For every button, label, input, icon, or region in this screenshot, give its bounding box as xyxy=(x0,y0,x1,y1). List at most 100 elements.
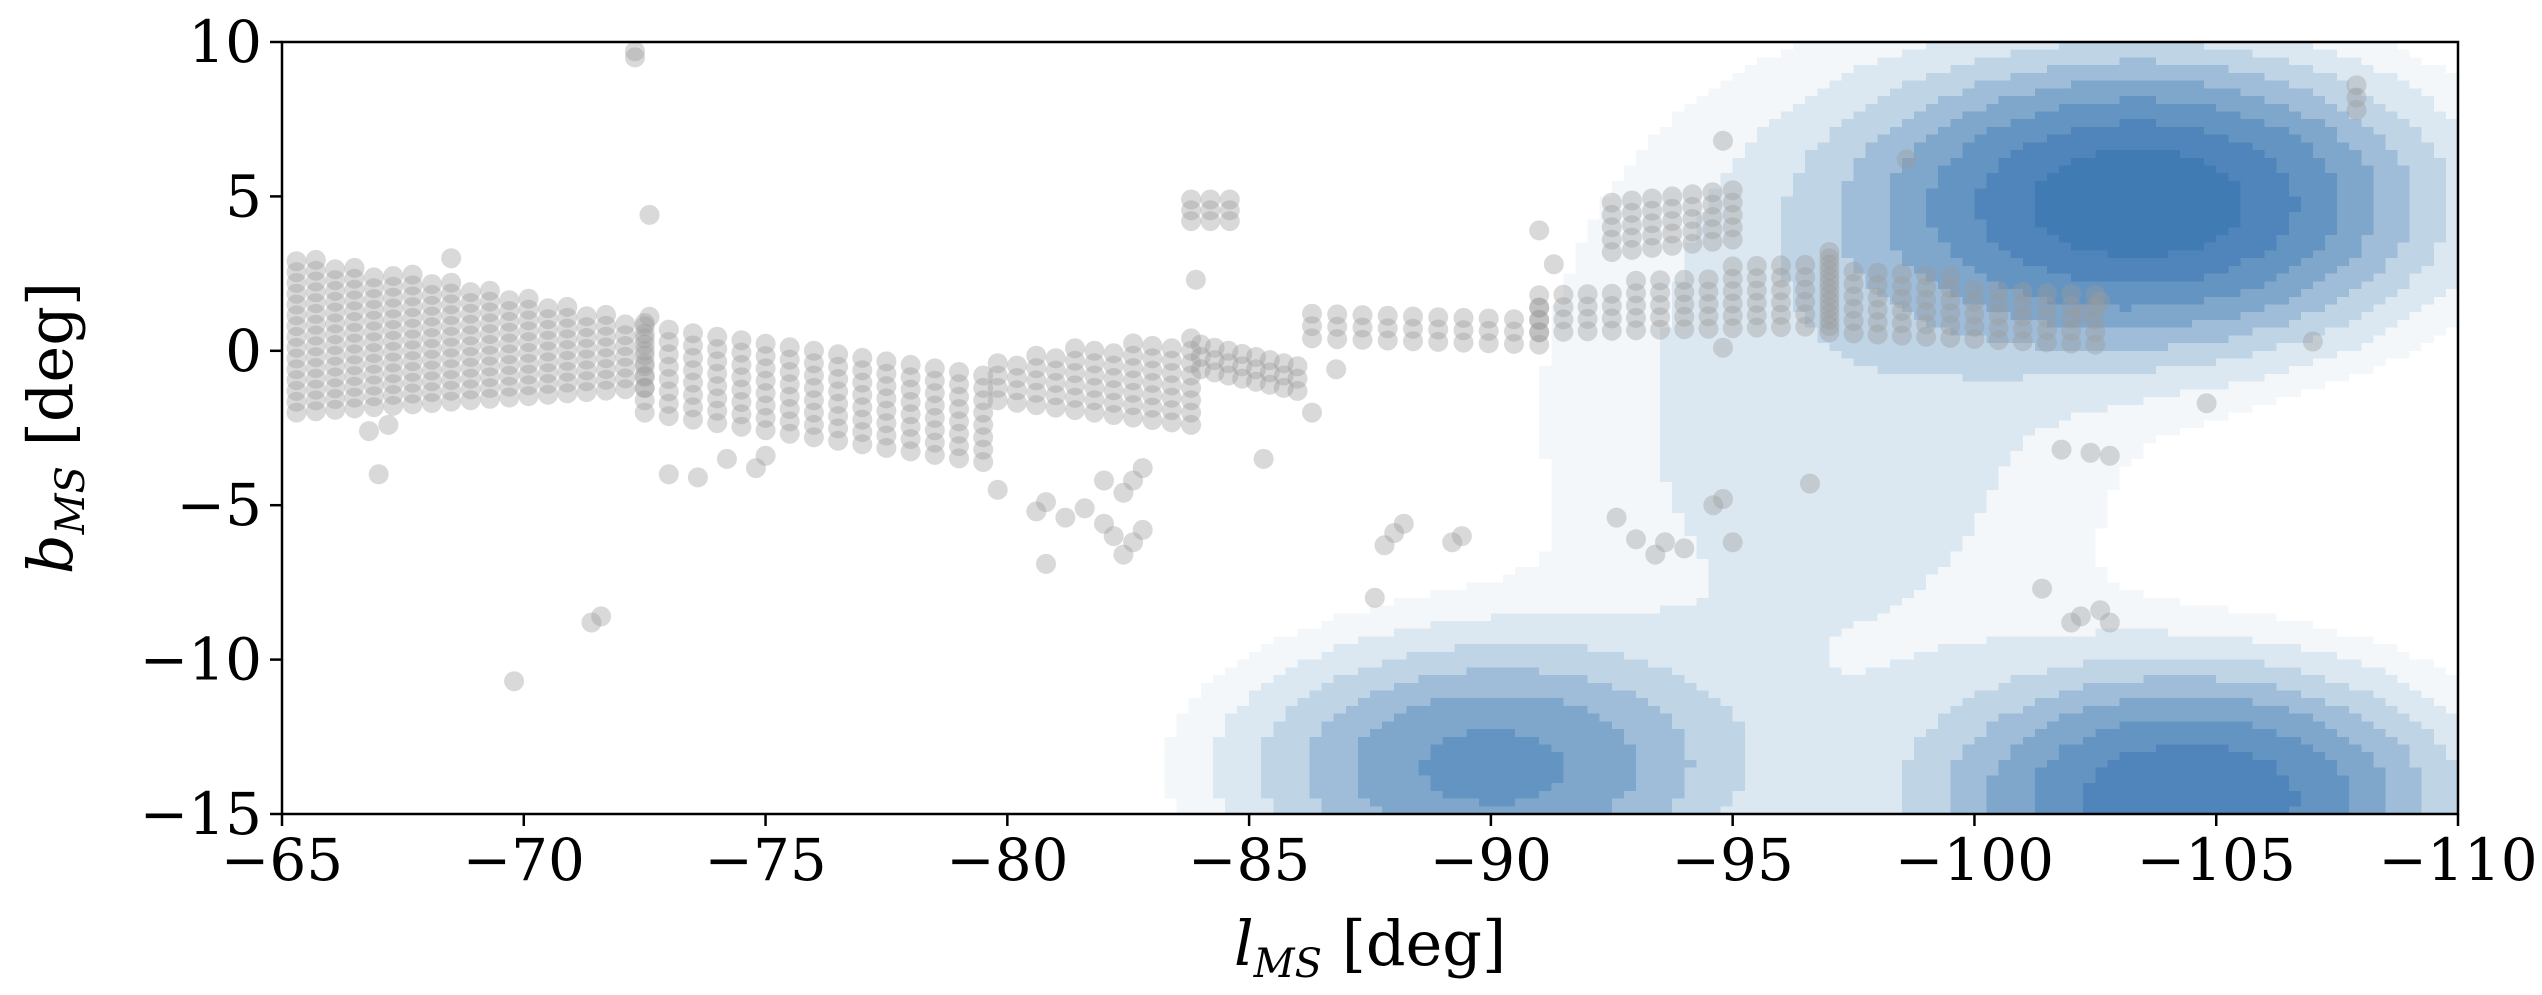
data-point xyxy=(707,363,728,384)
data-point xyxy=(1529,285,1550,306)
data-point xyxy=(1674,538,1695,559)
data-point xyxy=(1113,482,1134,503)
data-point xyxy=(1698,269,1719,290)
data-point xyxy=(2012,294,2033,315)
data-point xyxy=(779,386,800,407)
data-point xyxy=(1352,317,1373,338)
data-point xyxy=(557,383,578,404)
data-point xyxy=(828,418,849,439)
data-point xyxy=(460,368,481,389)
data-point xyxy=(1843,311,1864,331)
data-point xyxy=(1403,306,1423,327)
data-point xyxy=(1287,380,1308,401)
x-tick-label: −100 xyxy=(1895,826,2054,894)
data-point xyxy=(2037,295,2057,316)
data-point xyxy=(518,375,539,396)
data-point xyxy=(1819,297,1840,318)
data-point xyxy=(1682,196,1703,217)
data-point xyxy=(1940,266,1961,287)
data-point xyxy=(576,349,597,370)
data-point xyxy=(924,370,945,391)
data-point xyxy=(828,369,849,389)
data-point xyxy=(460,336,481,357)
data-point xyxy=(973,365,994,386)
data-point xyxy=(852,360,873,381)
data-point xyxy=(1642,225,1663,246)
data-point xyxy=(876,400,897,421)
data-point xyxy=(731,379,752,400)
data-point xyxy=(1384,523,1405,543)
data-point xyxy=(1103,405,1124,425)
data-point xyxy=(402,340,423,361)
data-point xyxy=(1181,414,1202,435)
data-point xyxy=(2085,322,2106,343)
data-point xyxy=(1529,297,1550,318)
data-point xyxy=(803,353,824,374)
data-point xyxy=(900,379,921,400)
data-point xyxy=(634,313,655,333)
data-point xyxy=(402,286,423,307)
data-point xyxy=(1553,284,1574,305)
data-point xyxy=(1698,294,1719,314)
data-point xyxy=(1377,318,1398,339)
data-point xyxy=(305,390,326,411)
data-point xyxy=(1626,320,1646,341)
data-point xyxy=(1964,304,1985,325)
data-point xyxy=(803,365,824,386)
data-point xyxy=(1771,280,1791,301)
data-point xyxy=(683,397,703,418)
data-point xyxy=(538,330,558,351)
data-point xyxy=(1722,192,1743,213)
data-point xyxy=(1964,292,1985,312)
data-point xyxy=(1722,281,1743,302)
data-point xyxy=(441,391,462,412)
data-point xyxy=(755,395,776,416)
data-point xyxy=(538,363,558,384)
data-point xyxy=(987,479,1008,500)
data-point xyxy=(683,347,703,368)
data-point xyxy=(1529,322,1550,343)
data-point xyxy=(1181,377,1202,398)
data-point xyxy=(658,344,679,365)
data-point xyxy=(479,280,500,301)
data-point xyxy=(1891,313,1912,334)
data-point xyxy=(2085,334,2106,355)
data-point xyxy=(1722,256,1743,277)
data-point xyxy=(1055,507,1076,528)
density-band xyxy=(1212,42,2458,814)
data-point xyxy=(538,352,558,373)
data-point xyxy=(876,388,897,409)
data-point xyxy=(1200,211,1221,232)
data-point xyxy=(900,392,921,412)
data-point xyxy=(479,302,500,323)
data-point xyxy=(1302,328,1322,349)
data-point xyxy=(1702,231,1723,252)
data-point xyxy=(1529,309,1550,330)
data-point xyxy=(479,378,500,398)
data-point xyxy=(2085,285,2106,306)
data-point xyxy=(1181,365,1202,386)
data-point xyxy=(383,330,404,351)
x-tick-label: −70 xyxy=(463,826,585,894)
data-point xyxy=(305,401,326,422)
data-point xyxy=(1642,200,1663,221)
data-point xyxy=(683,360,703,381)
data-point xyxy=(1007,355,1027,376)
data-point xyxy=(2346,99,2367,120)
data-point xyxy=(1891,263,1912,284)
x-tick-label: −105 xyxy=(2137,826,2296,894)
data-point xyxy=(2012,306,2033,327)
data-point xyxy=(1650,319,1671,340)
data-point xyxy=(383,363,404,384)
data-point xyxy=(1843,286,1864,307)
data-point xyxy=(518,288,539,309)
data-point xyxy=(1504,333,1524,354)
data-point xyxy=(1161,350,1182,371)
data-point xyxy=(1218,340,1239,361)
data-point xyxy=(499,290,520,311)
data-point xyxy=(949,386,969,407)
data-point xyxy=(1543,254,1564,275)
data-point xyxy=(1084,402,1105,423)
data-point xyxy=(1529,334,1550,355)
data-point xyxy=(421,284,442,305)
